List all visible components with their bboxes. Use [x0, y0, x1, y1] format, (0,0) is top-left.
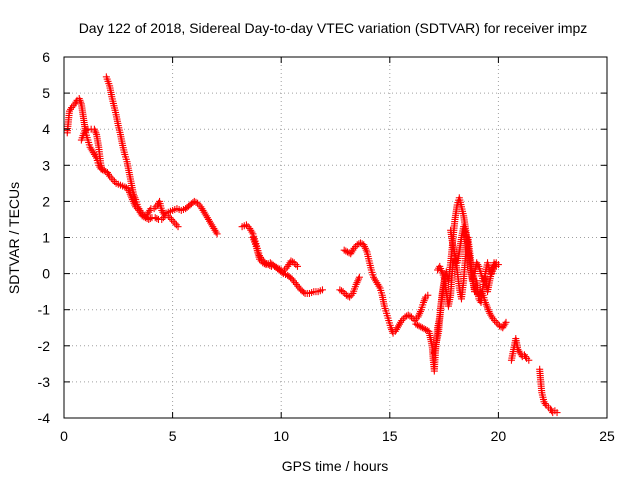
data-series	[63, 73, 561, 417]
y-tick-label: 2	[42, 193, 50, 209]
data-point	[525, 356, 533, 364]
data-point	[553, 409, 561, 417]
data-point	[344, 292, 352, 300]
axis-ticks: 0 5 10 15 20 25 -4 -3 -2 -1 0 1 2 3 4 5 6	[38, 49, 615, 444]
x-tick-label: 20	[491, 428, 507, 444]
y-tick-label: 3	[42, 157, 50, 173]
data-point	[424, 291, 432, 299]
data-point	[98, 165, 106, 173]
x-tick-label: 10	[273, 428, 289, 444]
x-axis-label: GPS time / hours	[282, 458, 389, 474]
y-tick-label: -3	[38, 374, 51, 390]
x-tick-label: 0	[60, 428, 68, 444]
y-tick-label: -2	[38, 338, 51, 354]
data-point	[174, 223, 182, 231]
data-point	[153, 215, 161, 223]
data-point	[355, 273, 363, 281]
data-point	[82, 126, 90, 134]
data-point	[213, 230, 221, 238]
y-tick-label: 0	[42, 266, 50, 282]
y-axis-label: SDTVAR / TECUs	[6, 182, 22, 294]
data-point	[293, 262, 301, 270]
data-point	[300, 288, 308, 296]
y-tick-label: -1	[38, 302, 51, 318]
x-tick-label: 5	[169, 428, 177, 444]
y-tick-label: 5	[42, 85, 50, 101]
x-tick-label: 15	[382, 428, 398, 444]
y-tick-label: 4	[42, 121, 50, 137]
data-point	[287, 274, 295, 282]
data-point	[492, 259, 500, 267]
y-tick-label: 1	[42, 230, 50, 246]
data-point	[502, 318, 510, 326]
data-point	[318, 286, 326, 294]
y-tick-label: -4	[38, 410, 51, 426]
x-tick-label: 25	[599, 428, 615, 444]
data-point	[146, 215, 154, 223]
data-point	[278, 268, 286, 276]
chart-title: Day 122 of 2018, Sidereal Day-to-day VTE…	[79, 20, 588, 36]
y-tick-label: 6	[42, 49, 50, 65]
